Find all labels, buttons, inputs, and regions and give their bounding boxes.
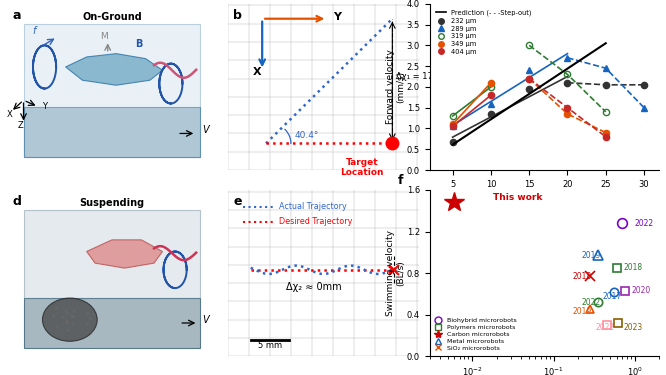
Text: Suspending: Suspending <box>79 198 145 208</box>
Text: Desired Trajectory: Desired Trajectory <box>280 217 353 226</box>
Text: 2022: 2022 <box>581 298 601 307</box>
Text: 2019: 2019 <box>581 251 601 260</box>
Text: 2020: 2020 <box>631 286 651 295</box>
Y-axis label: Swimming velocity
(BL/s): Swimming velocity (BL/s) <box>386 230 406 316</box>
Text: Target
Location: Target Location <box>340 158 384 177</box>
Text: a: a <box>13 9 21 22</box>
Text: 2022: 2022 <box>635 219 654 228</box>
Text: f: f <box>398 174 403 187</box>
Text: Δχ₁ = 17mm: Δχ₁ = 17mm <box>396 72 450 81</box>
Text: 40.4°: 40.4° <box>295 130 319 140</box>
Legend: Biohybrid microrobots, Polymers microrobots, Carbon microrobots, Metal microrobo: Biohybrid microrobots, Polymers microrob… <box>433 315 519 353</box>
Polygon shape <box>23 107 200 157</box>
Circle shape <box>43 298 97 341</box>
Text: B: B <box>136 39 143 49</box>
Text: 2018: 2018 <box>623 263 643 272</box>
Y-axis label: Forward velocity
(mm/s): Forward velocity (mm/s) <box>386 50 406 124</box>
Text: M: M <box>100 32 107 40</box>
Polygon shape <box>87 240 163 268</box>
Legend: Prediction (- - -Step-out), 232 μm, 289 μm, 319 μm, 349 μm, 404 μm: Prediction (- - -Step-out), 232 μm, 289 … <box>433 7 534 57</box>
Text: 2023: 2023 <box>623 323 643 332</box>
Text: This work: This work <box>493 194 542 202</box>
Text: f: f <box>33 26 36 36</box>
Text: Actual Trajectory: Actual Trajectory <box>280 202 347 211</box>
Text: X: X <box>7 110 13 119</box>
Polygon shape <box>66 54 163 85</box>
X-axis label: Frequency (Hz): Frequency (Hz) <box>507 194 581 204</box>
Text: V: V <box>202 315 209 325</box>
Polygon shape <box>23 210 200 298</box>
Text: 2017: 2017 <box>603 292 622 301</box>
Text: Y: Y <box>333 12 341 21</box>
Polygon shape <box>23 298 200 348</box>
Text: V: V <box>202 126 209 135</box>
Text: d: d <box>13 195 22 208</box>
Text: Δχ₂ ≈ 0mm: Δχ₂ ≈ 0mm <box>286 282 342 292</box>
Text: On-Ground: On-Ground <box>82 12 142 22</box>
Text: Y: Y <box>43 102 47 111</box>
Text: 2022: 2022 <box>595 323 615 332</box>
Text: 2018: 2018 <box>572 272 591 281</box>
Text: Z: Z <box>17 122 23 130</box>
Text: X: X <box>252 67 261 77</box>
Polygon shape <box>23 24 200 157</box>
Text: b: b <box>234 9 242 22</box>
Text: 2019: 2019 <box>572 307 591 316</box>
Text: e: e <box>234 195 242 208</box>
Text: 5 mm: 5 mm <box>258 341 282 350</box>
